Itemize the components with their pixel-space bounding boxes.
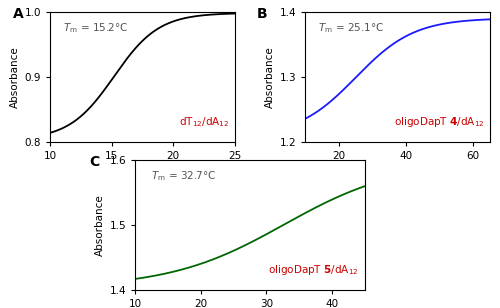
Text: oligoDapT $\bf{5}$/dA$_{12}$: oligoDapT $\bf{5}$/dA$_{12}$ <box>268 263 358 277</box>
Text: $T_\mathrm{m}$ = 32.7°C: $T_\mathrm{m}$ = 32.7°C <box>151 169 216 183</box>
Text: $T_\mathrm{m}$ = 15.2°C: $T_\mathrm{m}$ = 15.2°C <box>63 21 128 35</box>
Text: B: B <box>257 7 268 21</box>
Y-axis label: Absorbance: Absorbance <box>266 46 276 108</box>
Y-axis label: Absorbance: Absorbance <box>95 194 105 256</box>
Text: dT$_{12}$/dA$_{12}$: dT$_{12}$/dA$_{12}$ <box>179 115 230 129</box>
Y-axis label: Absorbance: Absorbance <box>10 46 20 108</box>
Text: oligoDapT $\bf{4}$/dA$_{12}$: oligoDapT $\bf{4}$/dA$_{12}$ <box>394 115 484 129</box>
Text: C: C <box>89 155 99 169</box>
Text: A: A <box>13 7 24 21</box>
Text: $T_\mathrm{m}$ = 25.1°C: $T_\mathrm{m}$ = 25.1°C <box>318 21 384 35</box>
